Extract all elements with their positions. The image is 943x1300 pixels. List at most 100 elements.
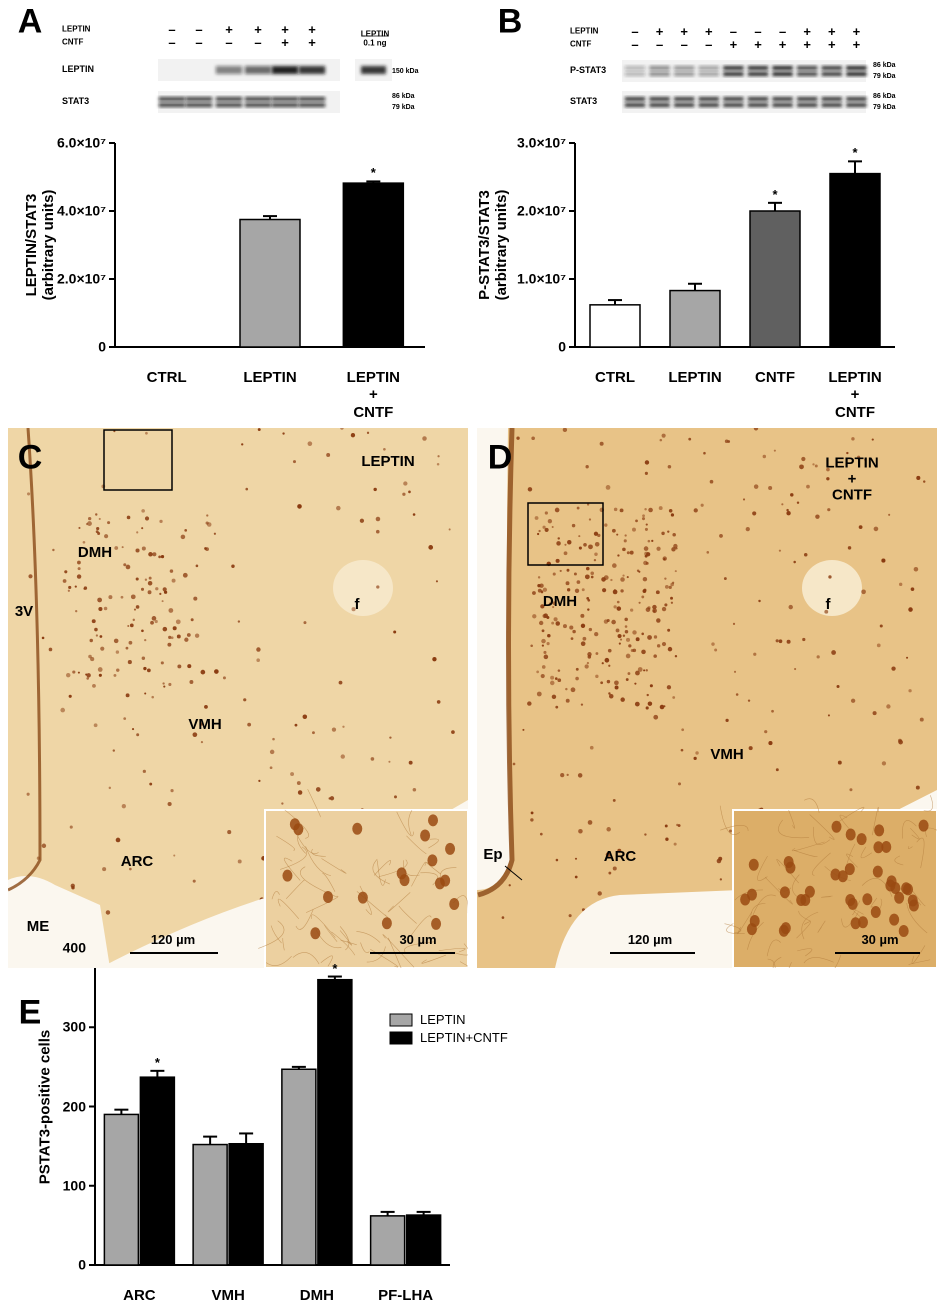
fiber xyxy=(311,914,336,938)
stained-cell xyxy=(574,857,578,860)
scale-label: 120 µm xyxy=(150,931,196,947)
stained-cell xyxy=(394,795,397,799)
stained-cell xyxy=(195,564,199,568)
stained-cell xyxy=(553,617,558,622)
stained-cell xyxy=(626,576,629,579)
x-tick-label: CTRL xyxy=(595,369,635,386)
fiber xyxy=(804,798,820,813)
fiber xyxy=(321,858,347,874)
fiber xyxy=(396,811,414,837)
stained-cell xyxy=(584,574,590,580)
stained-cell xyxy=(632,630,637,635)
stained-cell xyxy=(826,477,830,481)
stained-cell xyxy=(412,513,416,516)
stained-cell xyxy=(141,629,144,633)
stained-cell xyxy=(237,859,242,864)
fiber xyxy=(404,941,435,953)
stained-cell xyxy=(651,539,654,543)
region-label: VMH xyxy=(188,715,222,733)
stained-cell xyxy=(747,699,751,702)
stained-cell xyxy=(643,588,647,592)
stained-cell xyxy=(370,757,375,761)
stained-cell xyxy=(586,503,590,506)
stained-cell xyxy=(753,484,759,489)
y-tick-label: 0 xyxy=(98,338,106,355)
stained-cell xyxy=(847,546,852,550)
stained-cell xyxy=(123,563,127,567)
stained-cell xyxy=(620,577,625,582)
blot-strip xyxy=(158,91,340,113)
stained-cell xyxy=(213,532,216,535)
stained-cell xyxy=(888,513,891,516)
stained-cell xyxy=(539,583,544,588)
stained-cell xyxy=(910,587,915,591)
stained-cell xyxy=(873,526,879,532)
region-label: ME xyxy=(26,917,50,935)
stained-cell xyxy=(95,513,98,516)
stained-cell xyxy=(62,579,67,583)
significance-mark: * xyxy=(332,960,338,976)
stained-cell xyxy=(864,458,867,461)
stained-cell xyxy=(693,756,697,760)
fiber xyxy=(295,909,314,930)
stained-cell xyxy=(626,551,630,555)
stained-cell xyxy=(828,575,832,579)
stained-cell xyxy=(781,503,784,506)
band xyxy=(846,72,867,76)
stained-cell xyxy=(222,676,226,680)
fiber xyxy=(292,952,320,965)
inset-cell xyxy=(282,869,293,882)
stained-cell xyxy=(612,563,617,568)
stained-cell xyxy=(77,567,81,571)
stained-cell xyxy=(98,517,101,521)
fiber xyxy=(778,819,810,839)
stained-cell xyxy=(653,654,657,658)
band xyxy=(772,97,793,101)
stained-cell xyxy=(775,768,779,772)
stained-cell xyxy=(815,514,820,519)
stained-cell xyxy=(127,625,130,628)
fiber xyxy=(821,895,833,898)
stained-cell xyxy=(812,463,815,466)
stained-cell xyxy=(105,910,111,915)
stained-cell xyxy=(578,535,581,538)
stained-cell xyxy=(622,547,626,552)
band xyxy=(244,103,272,107)
significance-mark: * xyxy=(154,1054,160,1070)
stained-cell xyxy=(617,633,622,639)
stained-cell xyxy=(60,707,66,713)
stained-cell xyxy=(272,737,275,741)
stained-cell xyxy=(538,620,544,626)
stained-cell xyxy=(644,527,648,531)
stained-cell xyxy=(547,633,551,638)
fiber xyxy=(411,861,426,887)
error-bar xyxy=(150,1069,165,1078)
lane-mark: – xyxy=(705,36,713,52)
stained-cell xyxy=(112,749,115,752)
x-tick-label: LEPTIN xyxy=(668,369,722,386)
stained-cell xyxy=(625,637,631,642)
band xyxy=(649,66,670,70)
x-tick-label: LEPTIN xyxy=(243,369,297,386)
stained-cell xyxy=(664,577,667,580)
fiber xyxy=(459,961,468,967)
bar xyxy=(317,978,353,1266)
stained-cell xyxy=(667,628,671,632)
lane-mark: – xyxy=(195,21,203,37)
stained-cell xyxy=(540,591,544,594)
stained-cell xyxy=(282,432,285,435)
x-tick-label: ARC xyxy=(123,1287,156,1300)
error-bar xyxy=(263,215,277,220)
stained-cell xyxy=(627,672,631,675)
stained-cell xyxy=(629,550,634,555)
stained-cell xyxy=(154,619,158,624)
stained-cell xyxy=(549,680,555,686)
bar xyxy=(669,289,721,348)
lane-mark: – xyxy=(168,34,176,50)
stained-cell xyxy=(616,600,620,604)
stained-cell xyxy=(340,428,344,430)
stained-cell xyxy=(200,669,206,675)
stained-cell xyxy=(831,650,836,655)
fiber xyxy=(339,926,350,951)
stained-cell xyxy=(543,650,547,654)
